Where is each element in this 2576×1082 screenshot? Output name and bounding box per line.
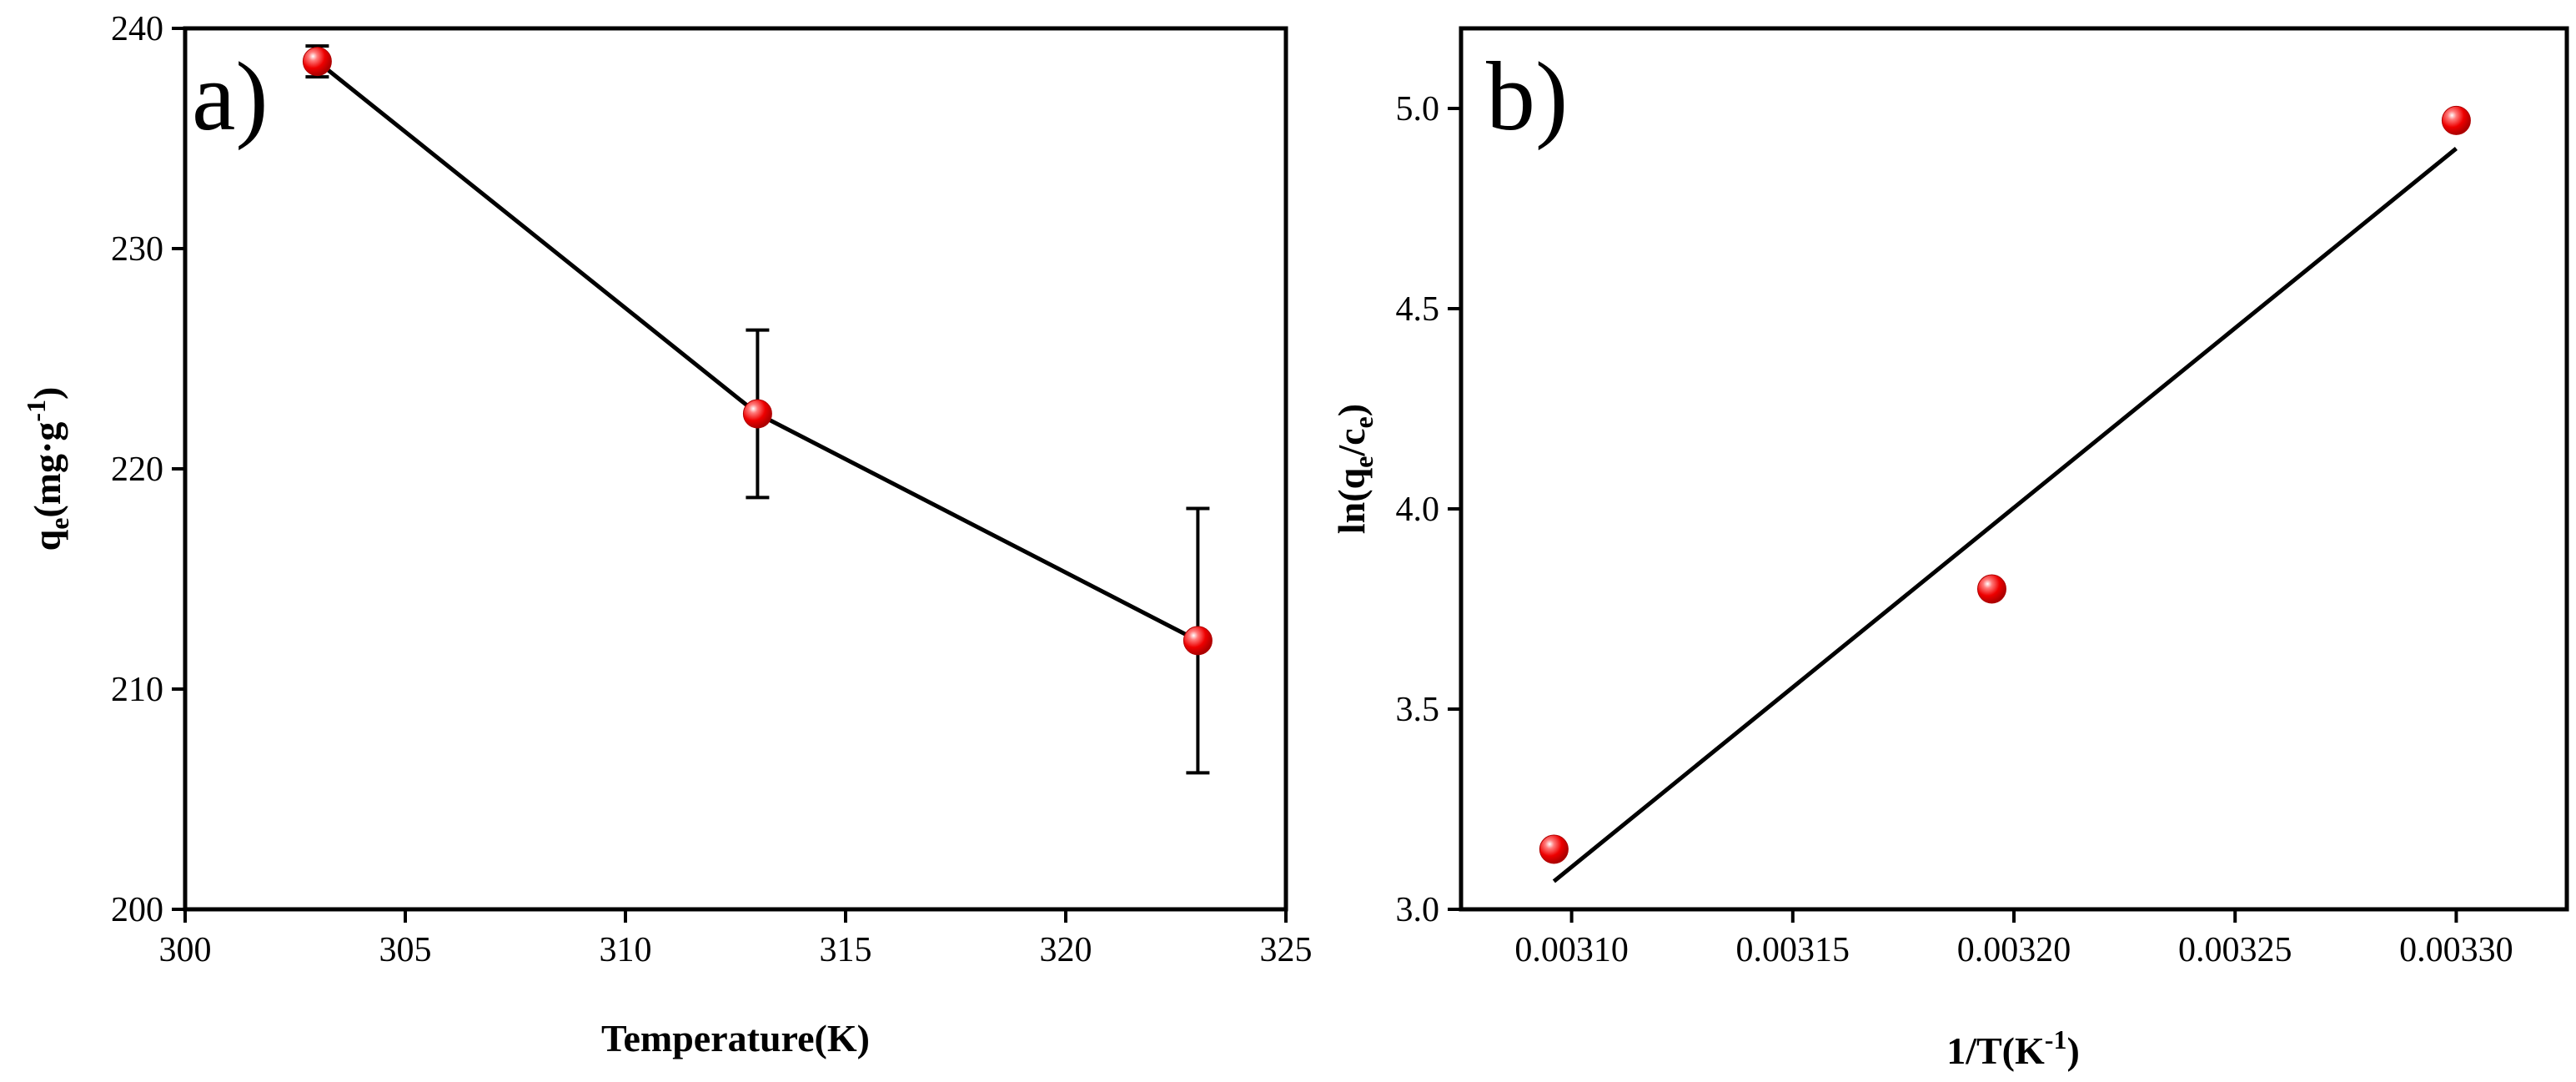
chart-panel-a: a) 300 305 310 315 320 325 200 210 220 230 240 Tem… xyxy=(21,10,1313,1059)
y-tick-label-a-3: 230 xyxy=(111,230,163,269)
y-axis-title-b-b: /c xyxy=(1330,428,1373,456)
x-tick-label-a-4: 320 xyxy=(1040,931,1092,969)
data-point-b-1 xyxy=(1976,574,2006,604)
data-point-b-2 xyxy=(2441,105,2471,135)
y-tick-label-a-2: 220 xyxy=(111,450,163,489)
x-tick-label-a-0: 300 xyxy=(159,931,212,969)
y-axis-title-a-main: q xyxy=(26,529,68,551)
x-axis-title-b-sup: -1 xyxy=(2045,1024,2067,1054)
y-axis-title-a-sub: e xyxy=(44,518,74,530)
x-tick-label-b-4: 0.00330 xyxy=(2399,931,2513,969)
fit-line-b xyxy=(1552,147,2458,883)
y-tick-label-b-1: 3.5 xyxy=(1396,691,1440,729)
data-point-a-1 xyxy=(742,399,772,429)
y-tick-label-b-3: 4.5 xyxy=(1396,290,1440,329)
y-tick-label-a-0: 200 xyxy=(111,891,163,929)
y-axis-title-a-rest: (mg·g xyxy=(26,422,68,518)
data-point-a-2 xyxy=(1183,626,1213,656)
x-axis-title-a: Temperature(K) xyxy=(601,1017,870,1059)
y-axis-title-a-close: ) xyxy=(26,387,68,400)
panel-label-a: a) xyxy=(192,42,269,151)
x-tick-label-b-1: 0.00315 xyxy=(1736,931,1850,969)
data-point-a-0 xyxy=(302,47,332,77)
y-axis-title-b-a: ln(q xyxy=(1330,467,1373,534)
x-axis-title-b-close: ) xyxy=(2066,1029,2079,1072)
x-tick-label-a-3: 315 xyxy=(820,931,872,969)
y-tick-label-b-2: 4.0 xyxy=(1396,491,1440,529)
y-tick-label-b-4: 5.0 xyxy=(1396,90,1440,128)
y-tick-label-a-4: 240 xyxy=(111,10,163,48)
x-tick-label-a-5: 325 xyxy=(1260,931,1313,969)
x-axis-title-b-main: 1/T(K xyxy=(1946,1029,2045,1072)
plot-frame-b xyxy=(1459,26,2569,912)
y-axis-title-b-sub1: e xyxy=(1348,456,1378,468)
y-axis-title-a-sup: -1 xyxy=(21,400,51,422)
y-axis-title-b-sub2: e xyxy=(1348,416,1378,428)
x-tick-label-a-2: 310 xyxy=(600,931,652,969)
y-axis-title-b-c: ) xyxy=(1330,404,1373,416)
x-tick-label-b-0: 0.00310 xyxy=(1514,931,1629,969)
x-tick-label-b-3: 0.00325 xyxy=(2178,931,2292,969)
panel-label-b: b) xyxy=(1486,42,1568,151)
x-axis-title-b: 1/T(K-1) xyxy=(1946,1024,2080,1072)
y-tick-label-b-0: 3.0 xyxy=(1396,891,1440,929)
plot-frame-a xyxy=(183,26,1288,912)
x-tick-label-b-2: 0.00320 xyxy=(1957,931,2071,969)
y-axis-title-a: qe(mg·g-1) xyxy=(21,387,74,551)
chart-panel-b: b) 0.00310 0.00315 0.00320 0.00325 0.00330 3.… xyxy=(1330,26,2569,1072)
x-tick-label-a-1: 305 xyxy=(379,931,432,969)
y-tick-label-a-1: 210 xyxy=(111,671,163,709)
data-point-b-0 xyxy=(1539,834,1569,864)
y-axis-title-b: ln(qe/ce) xyxy=(1330,404,1378,534)
